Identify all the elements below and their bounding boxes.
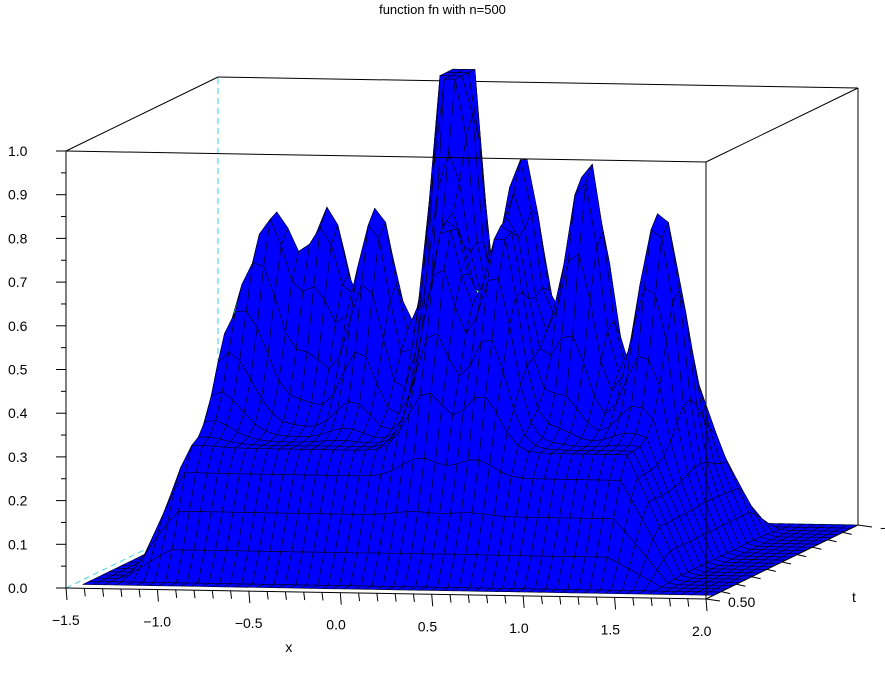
x-tick-mark [486, 595, 489, 604]
z-axis: 0.0 0.1 0.2 0.3 0.4 0.5 0.6 0.7 0.8 0.9 1.0 [8, 143, 66, 596]
chart-title: function fn with n=500 [379, 2, 506, 17]
x-tick-mark [449, 594, 452, 603]
x-tick-mark [303, 592, 306, 601]
x-tick-mark [102, 588, 105, 597]
t-tick-mark [842, 531, 852, 535]
x-tick-mark [559, 596, 562, 605]
t-tick-mark [827, 539, 837, 543]
surface-mesh [82, 68, 859, 596]
box-edge-left-top [65, 76, 219, 152]
z-tick-label: 0.5 [8, 362, 28, 378]
x-tick-mark [230, 590, 233, 599]
x-tick-label: 2.0 [692, 623, 712, 639]
t-axis-label: t [852, 589, 856, 605]
x-tick-label: −0.5 [235, 615, 263, 631]
x-tick-label: 0.0 [326, 617, 346, 633]
x-tick-mark [376, 593, 379, 602]
x-tick-mark [467, 594, 470, 603]
x-axis-line [65, 587, 707, 600]
x-tick-mark [650, 597, 653, 607]
x-tick-mark [705, 598, 708, 612]
z-tick-label: 0.4 [8, 405, 28, 421]
x-tick-label: 0.5 [418, 618, 438, 634]
x-tick-mark [358, 592, 361, 602]
t-tick-mark [751, 576, 761, 580]
x-tick-label: −1.5 [52, 612, 80, 628]
x-axis-label: x [285, 639, 292, 655]
x-tick-mark [284, 591, 287, 600]
x-tick-mark [120, 588, 123, 598]
z-tick-label: 1.0 [8, 143, 28, 159]
z-tick-label: 0.7 [8, 274, 28, 290]
x-tick-mark [687, 598, 690, 607]
x-tick-label: 1.0 [509, 620, 529, 636]
z-tick-label: 0.3 [8, 449, 28, 465]
box-edge-back-top [217, 76, 859, 89]
t-tick-mark [781, 561, 792, 565]
x-tick-mark [632, 597, 635, 606]
t-tick-label: 0.50 [728, 594, 755, 610]
t-tick-mark [766, 568, 776, 572]
t-tick-mark [705, 598, 721, 602]
x-tick-mark [248, 591, 251, 604]
t-tick-mark [721, 591, 731, 595]
z-tick-label: 0.0 [8, 580, 28, 596]
x-tick-mark [394, 593, 397, 602]
x-tick-mark [504, 595, 507, 604]
x-tick-mark [412, 593, 415, 603]
x-tick-mark [175, 589, 178, 598]
x-tick-mark [614, 597, 617, 610]
z-tick-label: 0.1 [8, 536, 28, 552]
x-tick-mark [595, 597, 598, 606]
x-tick-mark [156, 589, 159, 602]
x-tick-mark [540, 596, 543, 605]
x-tick-mark [339, 592, 342, 605]
x-tick-mark [65, 587, 68, 601]
z-tick-label: 0.9 [8, 187, 28, 203]
x-tick-mark [321, 592, 324, 601]
z-tick-label: 0.2 [8, 493, 28, 509]
x-tick-mark [266, 591, 269, 600]
t-tick-label: −0.50 [880, 520, 885, 536]
x-tick-mark [138, 589, 141, 598]
x-tick-mark [522, 595, 525, 608]
x-tick-mark [211, 590, 214, 599]
x-axis: −1.5 −1.0 −0.5 0.0 0.5 1.0 1.5 2.0 x [52, 587, 712, 655]
t-tick-mark [736, 583, 746, 587]
x-tick-mark [577, 596, 580, 605]
box-edge-front-top [65, 150, 707, 163]
x-tick-mark [668, 598, 671, 607]
x-tick-mark [431, 594, 434, 607]
t-axis: −0.50 0.50 t [705, 520, 885, 610]
x-tick-mark [193, 590, 196, 599]
box-edge-right-top [705, 87, 859, 163]
z-tick-label: 0.8 [8, 230, 28, 246]
t-tick-mark [857, 524, 873, 528]
t-tick-mark [812, 546, 822, 550]
t-tick-mark [797, 554, 807, 558]
x-tick-label: −1.0 [143, 614, 171, 630]
z-tick-label: 0.6 [8, 318, 28, 334]
x-tick-mark [83, 588, 86, 597]
x-tick-label: 1.5 [601, 621, 621, 637]
